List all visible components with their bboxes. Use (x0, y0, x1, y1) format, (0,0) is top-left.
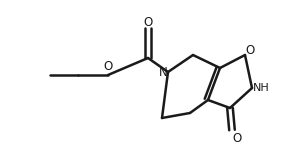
Text: O: O (232, 132, 242, 144)
Text: O: O (245, 44, 255, 56)
Text: N: N (159, 67, 167, 79)
Text: O: O (143, 15, 153, 29)
Text: O: O (103, 60, 113, 74)
Text: NH: NH (253, 83, 269, 93)
